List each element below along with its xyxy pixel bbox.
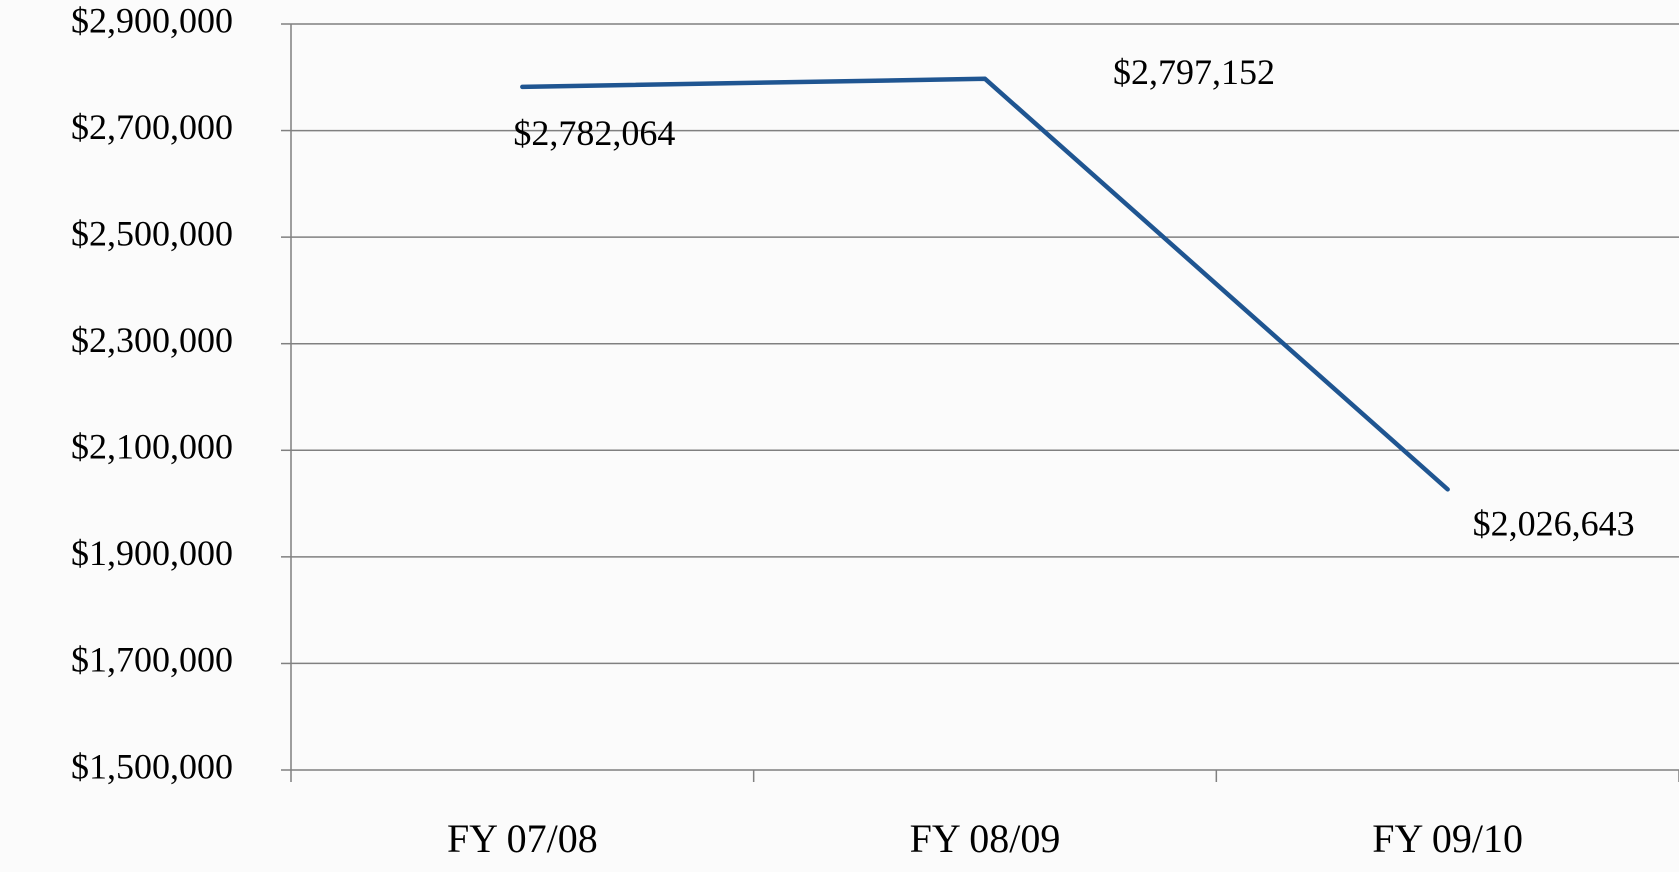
y-tick-label: $2,100,000 [71,427,233,467]
y-tick-label: $2,700,000 [71,107,233,147]
x-tick-label: FY 07/08 [447,816,598,861]
y-tick-label: $2,900,000 [71,0,233,40]
data-line [520,76,1450,492]
y-tick-label: $1,500,000 [71,746,233,786]
y-tick-label: $2,300,000 [71,320,233,360]
x-tick-label: FY 09/10 [1372,816,1523,861]
data-label: $2,782,064 [513,113,675,153]
y-tick-label: $2,500,000 [71,213,233,253]
data-label: $2,026,643 [1473,504,1635,544]
data-label: $2,797,152 [1113,52,1275,92]
y-tick-label: $1,700,000 [71,640,233,680]
y-tick-label: $1,900,000 [71,533,233,573]
x-tick-label: FY 08/09 [910,816,1061,861]
